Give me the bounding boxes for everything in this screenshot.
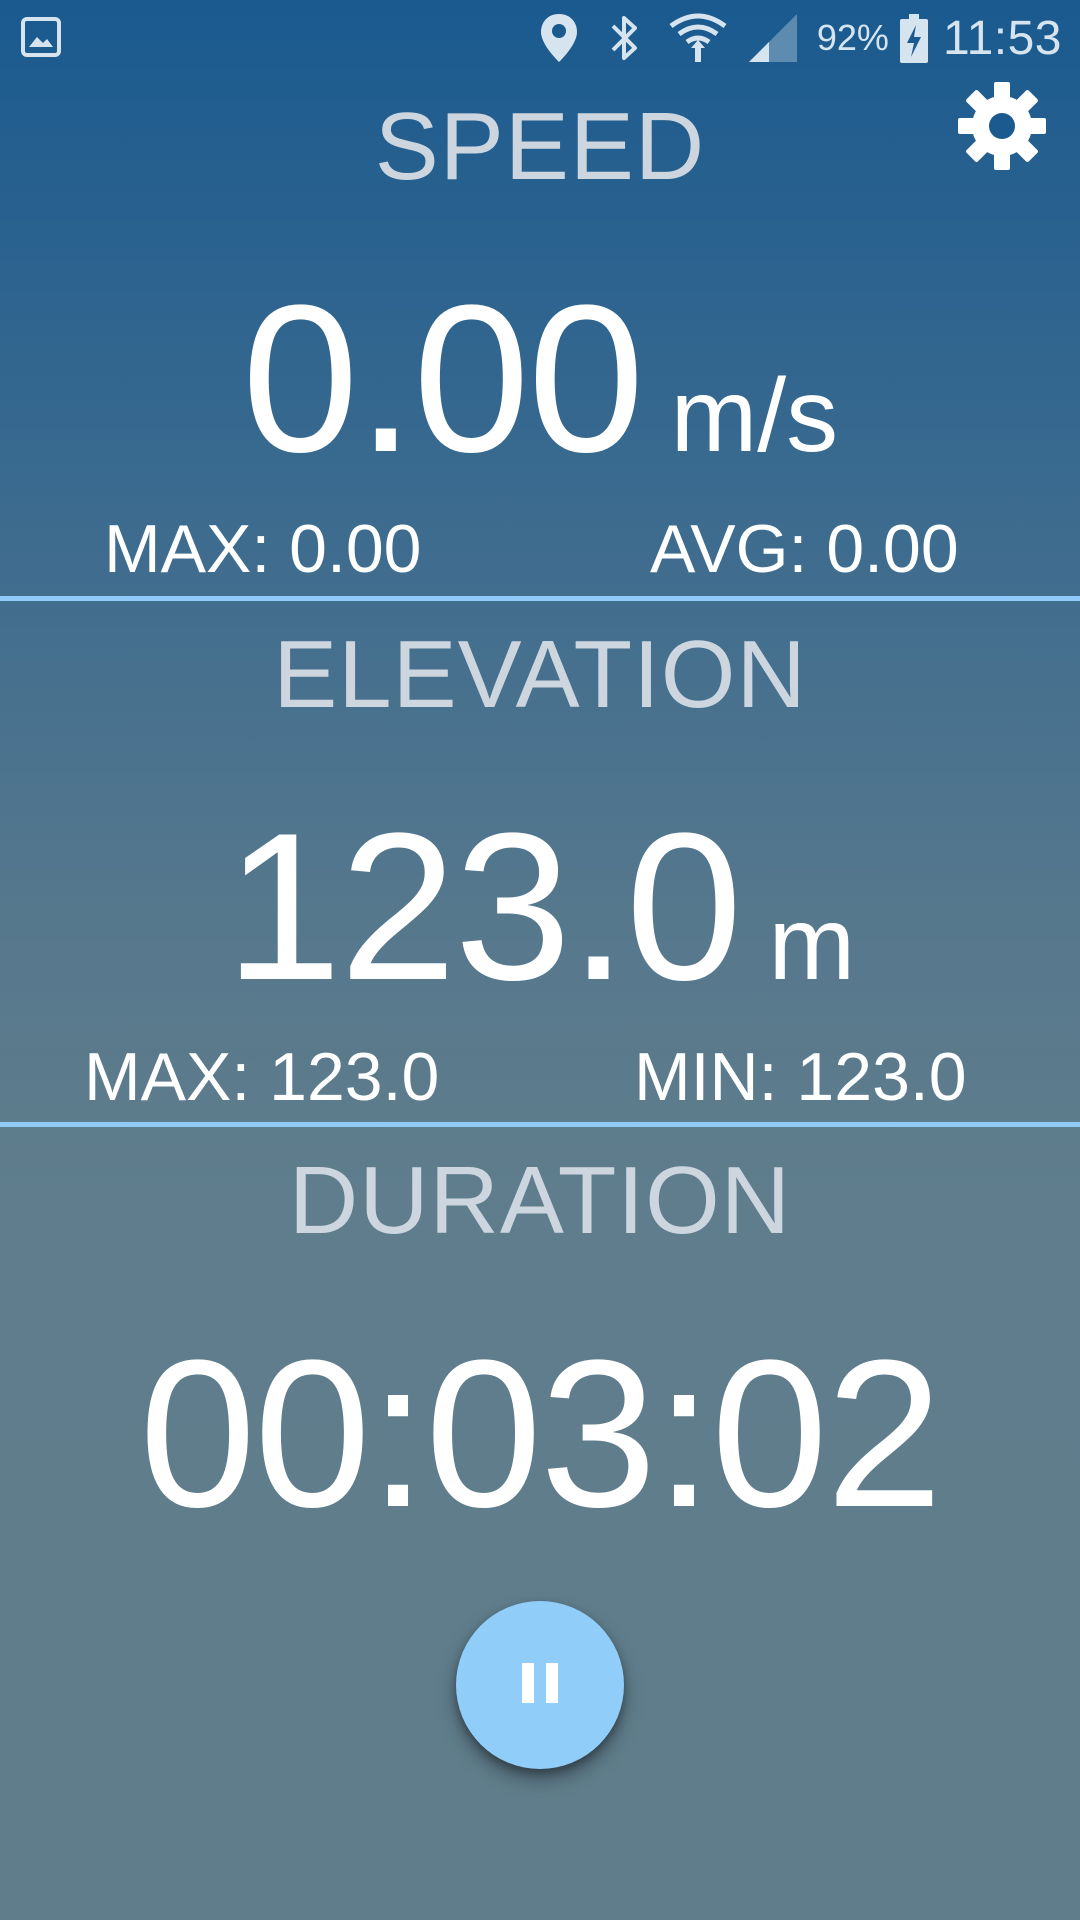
settings-button[interactable] [954,80,1050,176]
bluetooth-icon [607,12,643,64]
pause-button[interactable] [456,1601,624,1769]
duration-title: DURATION [288,1147,792,1254]
speed-unit: m/s [670,358,839,474]
speed-value: 0.00 m/s [0,258,1080,500]
elevation-min: MIN: 123.0 [634,1039,967,1115]
status-icons: 92% 11:53 [537,8,1062,68]
wifi-icon [669,12,727,64]
duration-number: 00:03:02 [139,1316,942,1551]
status-bar: 92% 11:53 [0,0,1080,75]
speed-max: MAX: 0.00 [104,511,422,587]
elevation-value: 123.0 m [0,786,1080,1028]
elevation-unit: m [768,886,856,1002]
image-icon [20,16,62,58]
divider [0,596,1080,601]
location-pin-icon [537,12,581,64]
pause-icon [520,1661,560,1710]
divider [0,1122,1080,1127]
speed-avg: AVG: 0.00 [650,511,959,587]
clock: 11:53 [942,11,1062,65]
cell-signal-icon [747,12,799,64]
elevation-title: ELEVATION [273,621,807,728]
battery-charging-icon [899,12,929,64]
duration-value: 00:03:02 [0,1313,1080,1555]
battery-percent: 92% [816,17,889,58]
elevation-max: MAX: 123.0 [84,1039,440,1115]
gear-icon [956,80,1048,177]
elevation-number: 123.0 [224,789,743,1024]
speed-number: 0.00 [241,261,645,496]
speed-title: SPEED [374,93,706,200]
